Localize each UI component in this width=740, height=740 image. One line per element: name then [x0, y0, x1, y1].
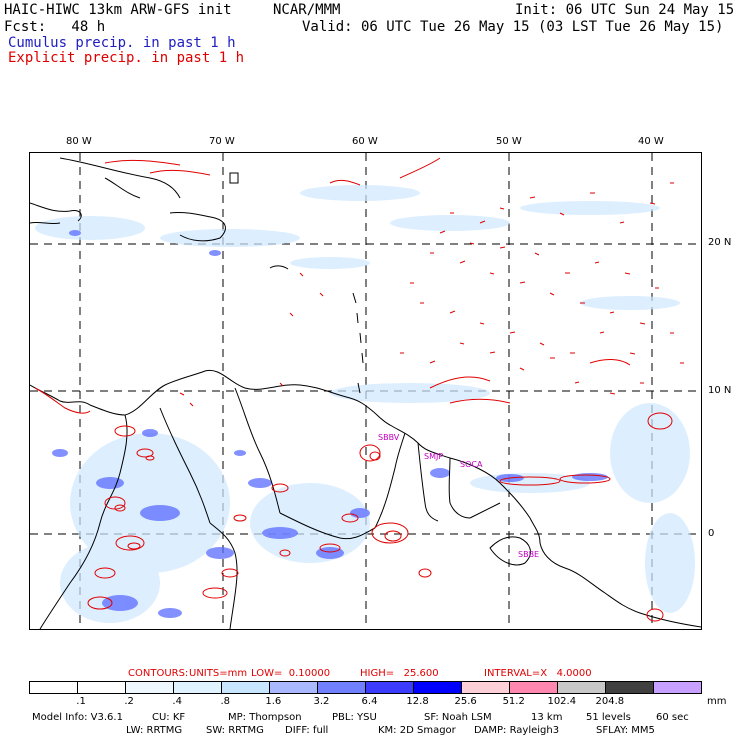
cumulus-light-areas	[35, 185, 695, 623]
colorbar-cell	[318, 682, 366, 693]
lat-label-20n: 20 N	[708, 237, 732, 248]
colorbar-tick-label: 6.4	[361, 696, 378, 707]
colorbar-tick-label: .1	[76, 696, 86, 707]
contours-low: LOW= 0.10000	[251, 668, 331, 679]
footer-sflay: SFLAY: MM5	[596, 725, 655, 736]
footer-sf: SF: Noah LSM	[424, 712, 492, 723]
colorbar-cell	[462, 682, 510, 693]
cumulus-legend: Cumulus precip. in past 1 h	[8, 35, 236, 51]
contours-high: HIGH= 25.600	[360, 668, 439, 679]
explicit-precip-contours	[34, 157, 673, 622]
footer-timestep: 60 sec	[656, 712, 689, 723]
precipitation-map: SBBV SMJP SOCA SBBE	[29, 152, 702, 630]
station-label-sbbv: SBBV	[378, 433, 400, 442]
colorbar-cell	[78, 682, 126, 693]
lon-label-40w: 40 W	[638, 136, 664, 147]
explicit-precip-small-cells	[179, 182, 684, 407]
colorbar-cell	[30, 682, 78, 693]
footer-resolution: 13 km	[531, 712, 563, 723]
station-label-soca: SOCA	[460, 460, 483, 469]
colorbar-tick-label: .8	[220, 696, 231, 707]
lon-label-80w: 80 W	[66, 136, 92, 147]
lon-label-60w: 60 W	[352, 136, 378, 147]
colorbar-cell	[222, 682, 270, 693]
model-title: HAIC-HIWC 13km ARW-GFS init	[4, 2, 232, 18]
valid-time: Valid: 06 UTC Tue 26 May 15 (03 LST Tue …	[302, 19, 724, 35]
organization-label: NCAR/MMM	[273, 2, 341, 18]
colorbar-cell	[654, 682, 701, 693]
coastlines	[29, 157, 702, 630]
footer-mp: MP: Thompson	[228, 712, 302, 723]
station-label-sbbe: SBBE	[518, 550, 540, 559]
map-canvas	[29, 153, 702, 630]
colorbar-cell	[558, 682, 606, 693]
lat-label-0: 0	[708, 528, 715, 539]
lat-label-10n: 10 N	[708, 385, 732, 396]
footer-levels: 51 levels	[586, 712, 631, 723]
colorbar-tick-label: .2	[124, 696, 134, 707]
contours-prefix: CONTOURS:	[128, 668, 189, 679]
contours-interval: INTERVAL=X 4.0000	[484, 668, 592, 679]
footer-km: KM: 2D Smagor	[378, 725, 456, 736]
colorbar-cell	[174, 682, 222, 693]
colorbar-tick-label: 51.2	[502, 696, 525, 707]
colorbar-cell	[414, 682, 462, 693]
colorbar-tick-label: .4	[172, 696, 182, 707]
colorbar-cell	[270, 682, 318, 693]
colorbar-cell	[126, 682, 174, 693]
init-time: Init: 06 UTC Sun 24 May 15	[515, 2, 735, 18]
footer-lw: LW: RRTMG	[126, 725, 183, 736]
footer-cu: CU: KF	[152, 712, 186, 723]
lon-label-50w: 50 W	[496, 136, 522, 147]
colorbar-cell	[366, 682, 414, 693]
footer-diff: DIFF: full	[285, 725, 329, 736]
colorbar	[29, 681, 702, 694]
colorbar-tick-label: 204.8	[595, 696, 625, 707]
lon-label-70w: 70 W	[209, 136, 235, 147]
station-label-smjp: SMJP	[424, 452, 444, 461]
colorbar-tick-label: 12.8	[406, 696, 429, 707]
footer-damp: DAMP: Rayleigh3	[474, 725, 560, 736]
explicit-legend: Explicit precip. in past 1 h	[8, 50, 245, 66]
footer-pbl: PBL: YSU	[332, 712, 377, 723]
colorbar-cell	[510, 682, 558, 693]
colorbar-tick-label: 1.6	[265, 696, 282, 707]
colorbar-unit: mm	[707, 696, 727, 707]
cumulus-heavy-areas	[52, 230, 608, 618]
colorbar-tick-label: 102.4	[547, 696, 577, 707]
footer-sw: SW: RRTMG	[206, 725, 264, 736]
forecast-hour: Fcst: 48 h	[4, 19, 106, 35]
footer-model-info: Model Info: V3.6.1	[32, 712, 123, 723]
colorbar-tick-label: 25.6	[454, 696, 477, 707]
colorbar-cell	[606, 682, 654, 693]
colorbar-tick-label: 3.2	[313, 696, 330, 707]
contours-units: UNITS=mm	[189, 668, 248, 679]
